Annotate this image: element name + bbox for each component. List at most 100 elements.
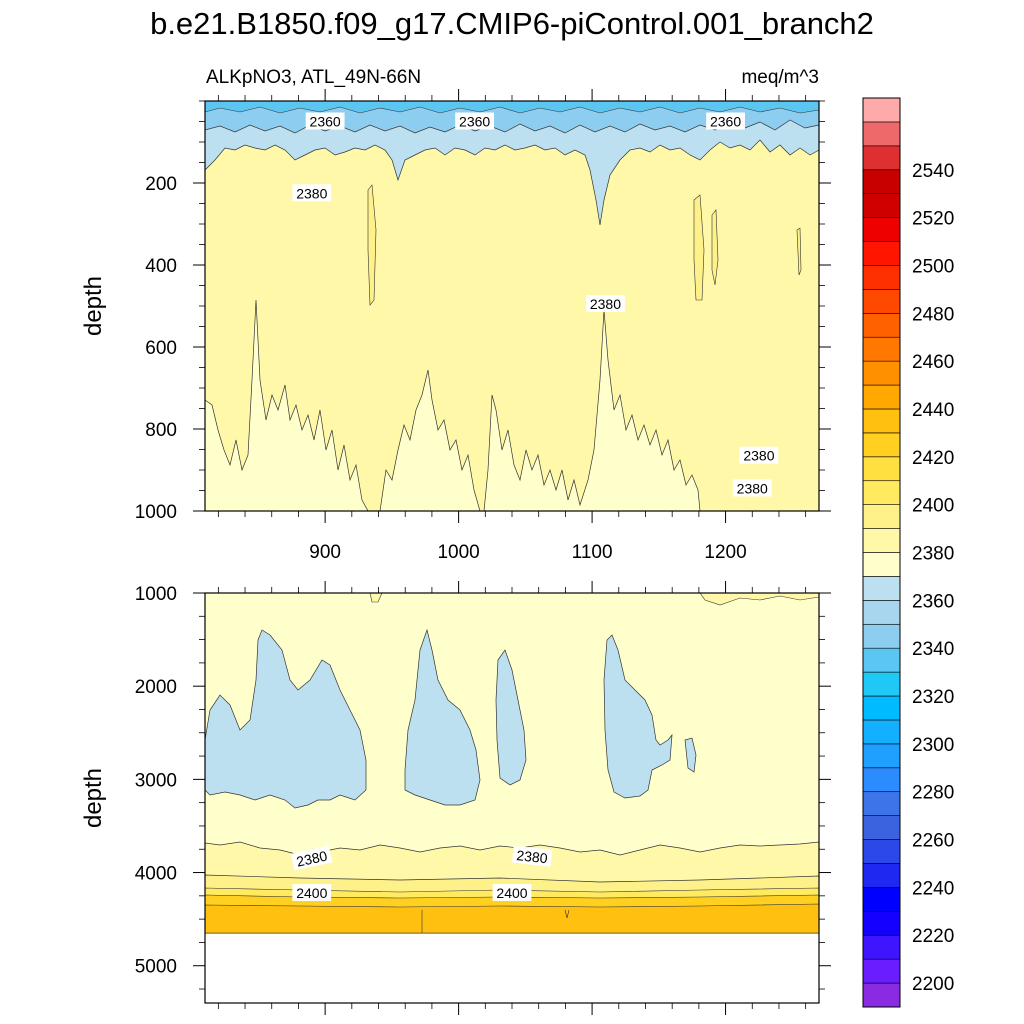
variable-label: ALKpNO3, ATL_49N-66N [206,67,421,88]
upper-2370-band [205,101,819,226]
colorbar-tick-label: 2320 [912,687,954,708]
contour-label-bg [511,845,553,867]
y-tick-label: 4000 [135,864,177,885]
colorbar-swatch [862,528,901,553]
contour-label-bg [290,845,333,871]
contour-label-text: 2380 [516,847,549,866]
lower-blob-3 [495,649,527,786]
upper-2390-spike-c [711,209,719,286]
colorbar-swatch [862,217,901,242]
contour-label-text: 2380 [295,847,329,869]
colorbar-swatch [862,289,901,314]
upper-2390-spike-a [367,184,377,306]
colorbar-swatch [862,408,901,434]
contour-label-bg [739,446,779,464]
contour-label-text: 2360 [710,114,741,130]
contour-label-text: 2360 [310,114,341,130]
contour-label: 2360 [706,112,745,130]
colorbar-tick-label: 2340 [912,639,954,660]
contour-label-text: 2380 [737,480,768,496]
contour-label: 2400 [292,884,332,902]
contour-label-bg [706,112,745,130]
contour-label: 2380 [732,479,772,497]
contour-label: 2380 [292,184,332,202]
colorbar-tick-label: 2520 [912,209,954,230]
colorbar-swatch [862,671,901,697]
x-tick-label: 1000 [437,542,479,563]
colorbar-tick-label: 2420 [912,448,954,469]
colorbar-tick-label: 2460 [912,352,954,373]
lower-blob-1 [205,629,367,809]
colorbar-tick-label: 2380 [912,544,954,565]
colorbar-tick-label: 2440 [912,400,954,421]
upper-2390-spike-b [693,194,705,301]
colorbar-swatch [862,767,901,793]
colorbar-swatch [862,695,901,721]
colorbar-tick-label: 2240 [912,878,954,899]
colorbar-swatch [862,480,901,505]
colorbar-swatch [862,791,901,816]
y-tick-label: 1000 [135,584,177,605]
colorbar-swatch [862,647,901,673]
colorbar-swatch [862,600,901,625]
x-tick-label: 1100 [572,542,613,563]
lower-small-contour-tick [564,909,570,919]
contour-label: 2380 [290,845,333,871]
contour-label: 2380 [586,294,625,312]
contour-label-text: 2380 [743,448,774,464]
colorbar-swatch [862,576,901,601]
contour-label-bg [292,884,332,902]
colorbar-swatch [862,121,901,147]
colorbar-tick-label: 2500 [912,256,954,277]
colorbar-swatch [862,623,901,649]
contour-label: 2400 [492,884,532,902]
upper-2350-band [205,101,819,114]
colorbar-swatch [862,145,901,171]
contour-label-text: 2400 [496,885,527,901]
contour-label-bg [586,294,625,312]
contour-label-text: 2380 [590,296,621,312]
colorbar-tick-label: 2200 [912,974,954,995]
lower-contour-labels: 2380 2380 2400 2400 [290,845,553,902]
contour-label: 2380 [739,446,779,464]
colorbar-frame [862,97,901,1008]
y-tick-label: 3000 [135,770,177,791]
contour-label-bg [455,112,495,130]
colorbar-swatch [862,934,901,960]
colorbar-swatch [862,456,901,482]
contour-label-bg [492,884,532,902]
y-tick-label: 800 [145,420,177,441]
colorbar-swatch [862,815,901,840]
y-tick-label: 2000 [135,677,177,698]
colorbar-swatch [862,241,901,266]
units-label: meq/m^3 [741,67,819,88]
chart-title: b.e21.B1850.f09_g17.CMIP6-piControl.001_… [150,6,874,41]
upper-panel: depth 200 400 600 800 1000 900 1000 1100 1200 23… [80,89,831,563]
lower-top-2390-a [369,593,383,603]
x-tick-label: 900 [309,542,341,563]
colorbar: 2200 2220 2240 2260 2280 2300 2320 2340 2360 2380… [862,97,954,1008]
lower-blob-2 [404,628,481,806]
colorbar-swatch [862,384,901,410]
contour-label: 2380 [511,845,553,867]
lower-top-2390-b [699,593,819,606]
colorbar-tick-label: 2360 [912,591,954,612]
contour-label-bg [292,184,332,202]
colorbar-swatch [862,504,901,529]
upper-deep-2380-region [205,299,701,511]
colorbar-swatch [862,265,901,290]
colorbar-tick-label: 2220 [912,926,954,947]
upper-2390-spike-d [796,227,802,276]
colorbar-swatch [862,336,901,362]
lower-ylabel: depth [80,768,107,828]
colorbar-swatch [862,863,901,888]
upper-ylabel: depth [80,276,107,336]
upper-axis-ticks: 200 400 600 800 1000 900 1000 1100 1200 [135,89,831,563]
colorbar-swatch [862,552,901,577]
lower-blob-4 [603,634,673,799]
colorbar-swatch [862,982,901,1008]
colorbar-swatch [862,911,901,936]
contour-label-bg [732,479,772,497]
